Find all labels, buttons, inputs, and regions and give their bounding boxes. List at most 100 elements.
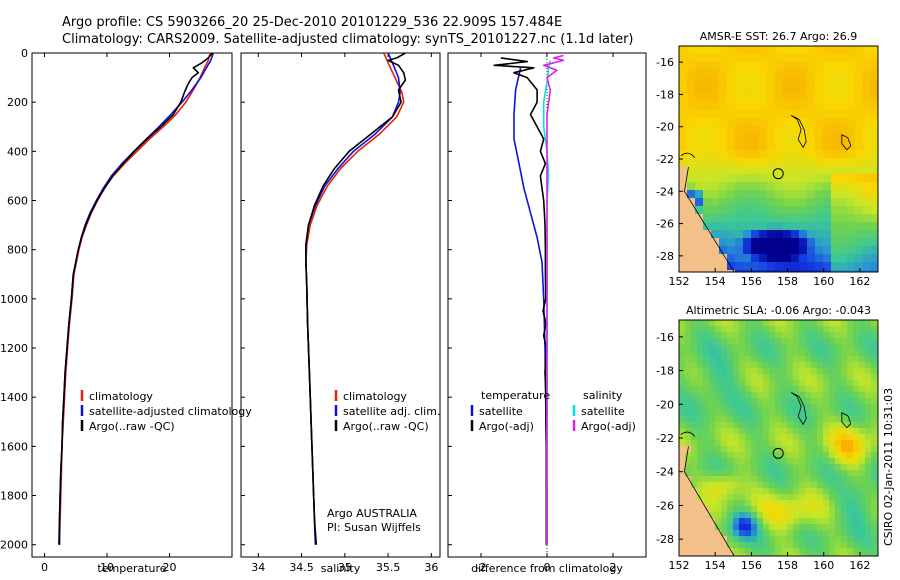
map-cell <box>853 518 860 525</box>
map-cell <box>733 524 740 531</box>
map-cell <box>781 416 788 423</box>
map-cell <box>855 102 864 111</box>
map-cell <box>855 94 864 103</box>
map-cell <box>739 410 746 417</box>
map-cell <box>871 102 879 111</box>
map-cell <box>751 54 760 63</box>
map-cell <box>685 428 692 435</box>
map-cell <box>687 86 696 95</box>
map-cell <box>863 102 872 111</box>
map-cell <box>865 512 872 519</box>
map-cell <box>859 428 866 435</box>
map-cell <box>847 190 856 199</box>
map-cell <box>757 416 764 423</box>
map-cell <box>727 70 736 79</box>
map-cell <box>791 126 800 135</box>
map-cell <box>691 434 698 441</box>
map-cell <box>865 422 872 429</box>
map-cell <box>695 198 704 207</box>
map-cell <box>711 62 720 71</box>
map-cell <box>719 142 728 151</box>
map-cell <box>715 344 722 351</box>
map-cell <box>791 246 800 255</box>
map-cell <box>791 150 800 159</box>
map-cell <box>863 238 872 247</box>
map-cell <box>781 476 788 483</box>
map-cell <box>733 386 740 393</box>
map-cell <box>687 118 696 127</box>
map-cell <box>859 380 866 387</box>
map-cell <box>751 182 760 191</box>
map-cell <box>759 246 768 255</box>
map-cell <box>823 270 832 273</box>
map-cell <box>685 530 692 537</box>
map-cell <box>835 356 842 363</box>
map-cell <box>711 86 720 95</box>
map-cell <box>823 158 832 167</box>
map-cell <box>721 470 728 477</box>
map-cell <box>805 464 812 471</box>
map-cell <box>703 46 712 55</box>
map-cell <box>829 398 836 405</box>
map-cell <box>769 320 776 327</box>
map-cell <box>733 350 740 357</box>
map-cell <box>775 536 782 543</box>
map-cell <box>775 512 782 519</box>
map-cell <box>865 464 872 471</box>
map-cell <box>703 494 710 501</box>
map-cell <box>757 452 764 459</box>
legend-label: satellite adj. clim. <box>343 405 440 418</box>
map-cell <box>799 548 806 555</box>
map-cell <box>685 512 692 519</box>
map-cell <box>859 344 866 351</box>
map-cell <box>799 482 806 489</box>
map-cell <box>863 70 872 79</box>
map-cell <box>781 380 788 387</box>
map-cell <box>783 70 792 79</box>
map-cell <box>823 452 830 459</box>
map-cell <box>697 338 704 345</box>
map-cell <box>783 126 792 135</box>
map-cell <box>759 54 768 63</box>
map-cell <box>817 332 824 339</box>
map-cell <box>815 166 824 175</box>
map-cell <box>711 142 720 151</box>
map-cell <box>727 518 734 525</box>
map-cell <box>871 338 878 345</box>
map-cell <box>727 452 734 459</box>
map-cell <box>751 46 760 55</box>
map-cell <box>815 158 824 167</box>
map-cell <box>767 254 776 263</box>
map-cell <box>745 518 752 525</box>
map-cell <box>853 434 860 441</box>
map-cell <box>859 440 866 447</box>
y-tick-label: 0 <box>21 47 28 60</box>
map-cell <box>697 320 704 327</box>
map-cell <box>847 356 854 363</box>
map-cell <box>829 506 836 513</box>
map-cell <box>783 262 792 271</box>
map-cell <box>775 428 782 435</box>
map-cell <box>697 524 704 531</box>
map-cell <box>691 380 698 387</box>
map-cell <box>799 190 808 199</box>
map-cell <box>811 554 818 557</box>
map-cell <box>769 518 776 525</box>
map-cell <box>781 428 788 435</box>
map-cell <box>807 270 816 273</box>
y-tick-label: 200 <box>7 96 28 109</box>
map-cell <box>811 398 818 405</box>
map-cell <box>855 246 864 255</box>
map-cell <box>799 222 808 231</box>
map-cell <box>783 62 792 71</box>
map-cell <box>823 222 832 231</box>
map-cell <box>815 246 824 255</box>
map-cell <box>781 320 788 327</box>
map-cell <box>679 398 686 405</box>
map-cell <box>775 554 782 557</box>
map-cell <box>859 536 866 543</box>
map-cell <box>685 482 692 489</box>
map-cell <box>835 548 842 555</box>
map-cell <box>863 62 872 71</box>
